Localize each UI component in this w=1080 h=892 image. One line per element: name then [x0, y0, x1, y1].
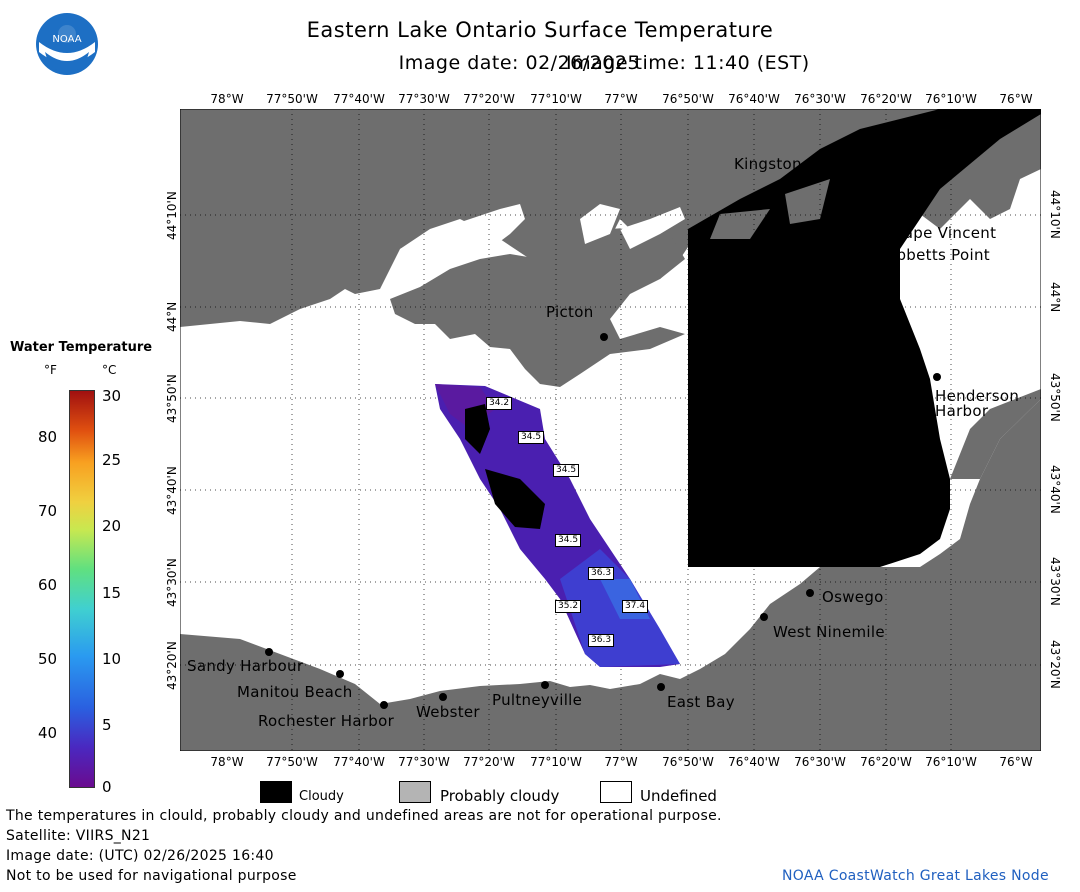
legend-f-tick: 60 [38, 576, 58, 594]
city-webster: Webster [416, 703, 480, 721]
legend-undefined-label: Undefined [640, 787, 717, 805]
lon-label: 77°10'W [530, 92, 582, 106]
lat-label: 44°10'N [165, 191, 179, 240]
legend-cloudy-swatch [260, 781, 292, 803]
city-tibbetts-point: Tibbetts Point [883, 246, 990, 264]
lon-label: 77°W [604, 755, 638, 769]
lat-label: 44°N [1048, 282, 1062, 313]
lat-label: 43°20'N [1048, 640, 1062, 689]
image-time: Image time: 11:40 (EST) [566, 52, 810, 74]
city-oswego: Oswego [822, 588, 884, 606]
page-title: Eastern Lake Ontario Surface Temperature [306, 18, 774, 42]
legend-c-tick: 5 [102, 716, 112, 734]
legend-probably-cloudy-label: Probably cloudy [440, 787, 560, 805]
lat-label: 43°30'N [1048, 557, 1062, 606]
lat-label: 43°40'N [165, 466, 179, 515]
legend-c-tick: 25 [102, 451, 122, 469]
city-cape-vincent: Cape Vincent [893, 224, 997, 242]
disclaimer: The temperatures in clould, probably clo… [6, 808, 722, 824]
lon-label: 77°W [604, 92, 638, 106]
temp-label: 34.5 [555, 534, 582, 547]
lat-label: 43°40'N [1048, 465, 1062, 514]
lat-label: 43°20'N [165, 641, 179, 690]
temp-label: 34.5 [518, 431, 545, 444]
colorbar [69, 390, 95, 788]
city-manitou-beach: Manitou Beach [237, 683, 353, 701]
image-date: Image date: 02/26/2025 [398, 52, 640, 74]
lon-label: 76°20'W [860, 755, 912, 769]
legend-probably-cloudy-swatch [399, 781, 431, 803]
lake-map [180, 109, 1041, 751]
lon-label: 78°W [210, 755, 244, 769]
legend-c-tick: 20 [102, 517, 122, 535]
lat-label: 43°30'N [165, 558, 179, 607]
legend-undefined-swatch [600, 781, 632, 803]
lat-label: 44°10'N [1048, 190, 1062, 239]
lat-label: 43°50'N [165, 374, 179, 423]
utc-date: Image date: (UTC) 02/26/2025 16:40 [6, 848, 274, 864]
temp-label: 34.2 [486, 397, 513, 410]
lon-label: 77°50'W [266, 92, 318, 106]
city-east-bay: East Bay [667, 693, 735, 711]
lon-label: 76°40'W [728, 755, 780, 769]
lon-label: 76°10'W [925, 92, 977, 106]
city-henderson-harbor-2: Harbor [935, 402, 989, 420]
city-pultneyville: Pultneyville [492, 691, 583, 709]
lon-label: 76°30'W [794, 755, 846, 769]
lon-label: 76°40'W [728, 92, 780, 106]
lon-label: 77°30'W [398, 92, 450, 106]
lon-label: 76°W [999, 755, 1033, 769]
nav-warning: Not to be used for navigational purpose [6, 868, 297, 884]
legend-c-tick: 10 [102, 650, 122, 668]
noaa-logo: NOAA [36, 13, 98, 75]
lon-label: 76°10'W [925, 755, 977, 769]
lon-label: 76°20'W [860, 92, 912, 106]
legend-f-tick: 70 [38, 502, 58, 520]
legend-c-tick: 30 [102, 387, 122, 405]
temp-label: 36.3 [588, 634, 615, 647]
city-west-ninemile: West Ninemile [773, 623, 885, 641]
legend-f-tick: 40 [38, 724, 58, 742]
credit: NOAA CoastWatch Great Lakes Node [782, 868, 1049, 884]
legend-unit-f: °F [44, 363, 57, 377]
city-rochester-harbor: Rochester Harbor [258, 712, 395, 730]
legend-cloudy-label: Cloudy [299, 789, 344, 804]
city-sandy-harbour: Sandy Harbour [187, 657, 304, 675]
lon-label: 76°30'W [794, 92, 846, 106]
logo-text: NOAA [52, 34, 81, 45]
legend-c-tick: 0 [102, 778, 112, 796]
land-prince-edward [390, 227, 685, 387]
lon-label: 77°40'W [333, 755, 385, 769]
lon-label: 76°W [999, 92, 1033, 106]
cloud-mask-east [688, 109, 1041, 567]
temp-label: 37.4 [622, 600, 649, 613]
legend-title: Water Temperature [10, 340, 153, 355]
legend-unit-c: °C [102, 363, 117, 377]
legend-f-tick: 80 [38, 428, 58, 446]
lon-label: 77°10'W [530, 755, 582, 769]
lon-label: 78°W [210, 92, 244, 106]
city-picton: Picton [546, 303, 594, 321]
temp-label: 34.5 [553, 464, 580, 477]
city-kingston: Kingston [734, 155, 802, 173]
lon-label: 77°30'W [398, 755, 450, 769]
temp-label: 36.3 [588, 567, 615, 580]
legend-f-tick: 50 [38, 650, 58, 668]
land-usa [180, 399, 1041, 751]
satellite-info: Satellite: VIIRS_N21 [6, 828, 151, 844]
lon-label: 76°50'W [662, 755, 714, 769]
lat-label: 44°N [165, 301, 179, 332]
lon-label: 76°50'W [662, 92, 714, 106]
lon-label: 77°50'W [266, 755, 318, 769]
lon-label: 77°20'W [463, 755, 515, 769]
temp-label: 35.2 [555, 600, 582, 613]
city-henderson-harbor: Henderson [935, 387, 1020, 405]
lat-label: 43°50'N [1048, 373, 1062, 422]
lon-label: 77°20'W [463, 92, 515, 106]
legend-c-tick: 15 [102, 584, 122, 602]
lon-label: 77°40'W [333, 92, 385, 106]
